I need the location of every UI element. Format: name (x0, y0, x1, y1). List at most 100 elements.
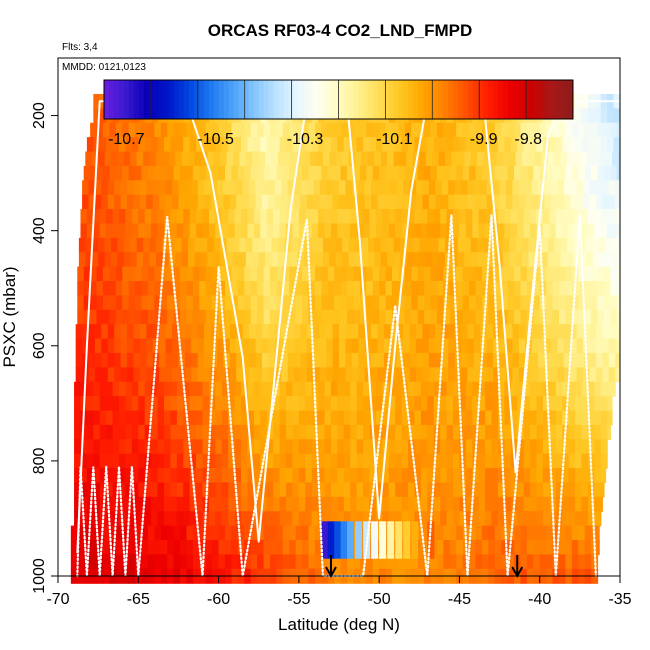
heat-cell (212, 540, 220, 556)
heat-cell (367, 252, 375, 268)
heat-cell (263, 554, 271, 570)
heat-cell (224, 122, 233, 138)
heat-cell (430, 554, 438, 570)
heat-cell (424, 266, 432, 282)
heat-cell (152, 180, 160, 196)
heat-cell (542, 496, 550, 512)
heat-cell (461, 180, 469, 196)
heat-cell (549, 137, 557, 153)
heat-cell (550, 352, 558, 368)
heat-cell (253, 209, 261, 225)
heat-cell (497, 137, 505, 153)
heat-cell (558, 295, 566, 311)
heat-cell (510, 424, 518, 440)
heat-cell (122, 540, 130, 556)
heat-cell (388, 410, 396, 426)
heat-cell (128, 525, 136, 541)
heat-cell (440, 482, 448, 498)
heat-cell (353, 281, 361, 297)
heat-cell (379, 165, 387, 181)
heat-cell (567, 151, 575, 167)
heat-cell (509, 151, 517, 167)
heat-cell (400, 151, 408, 167)
heat-cell (552, 540, 560, 556)
heat-cell (347, 295, 355, 311)
heat-cell (122, 281, 130, 297)
colorbar-segment (463, 80, 469, 119)
heat-cell (536, 410, 544, 426)
heat-cell (403, 180, 411, 196)
heat-cell (233, 237, 241, 253)
heat-cell (533, 554, 541, 570)
heat-cell (489, 252, 497, 268)
heat-cell (204, 324, 212, 340)
heat-cell (313, 367, 321, 383)
heat-cell (119, 496, 127, 512)
heat-cell (151, 511, 159, 527)
heat-cell (470, 252, 478, 268)
heat-cell (416, 180, 424, 196)
heat-cell (565, 525, 573, 541)
heat-cell (422, 180, 430, 196)
colorbar-segment (563, 80, 569, 119)
heat-cell (306, 180, 314, 196)
heat-cell (178, 180, 186, 196)
heat-cell (616, 309, 621, 325)
heat-cell (228, 396, 236, 412)
heat-cell (436, 525, 444, 541)
heat-cell (135, 122, 143, 138)
heat-cell (172, 367, 180, 383)
heat-cell (491, 511, 499, 527)
heat-cell (154, 281, 162, 297)
heat-cell (575, 424, 583, 440)
heat-cell (106, 439, 114, 455)
heat-cell (581, 223, 589, 239)
x-tick-label: -70 (46, 591, 69, 608)
heat-cell (247, 137, 255, 153)
heat-cell (465, 482, 473, 498)
heat-cell (311, 223, 319, 239)
heat-cell (160, 165, 168, 181)
heat-cell (600, 482, 605, 498)
heat-cell (483, 252, 491, 268)
heat-cell (302, 540, 310, 556)
heat-cell (196, 482, 204, 498)
heat-cell (250, 122, 258, 138)
heat-cell (589, 324, 597, 340)
heat-cell (605, 151, 613, 167)
heat-cell (269, 554, 277, 570)
heat-cell (258, 237, 266, 253)
heat-cell (274, 180, 282, 196)
colorbar-segment (373, 80, 379, 119)
heat-cell (332, 324, 340, 340)
heat-cell (224, 165, 233, 181)
heat-cell (131, 453, 139, 469)
heat-cell (191, 180, 199, 196)
heat-cell (159, 367, 167, 383)
heat-cell (363, 511, 371, 527)
heat-cell (131, 381, 139, 397)
heat-cell (120, 180, 128, 196)
heat-cell (261, 367, 269, 383)
heat-cell (207, 252, 215, 268)
heat-cell (335, 151, 343, 167)
heat-cell (465, 511, 473, 527)
heat-cell (102, 525, 110, 541)
heat-cell (144, 468, 152, 484)
heat-cell (197, 180, 205, 196)
heat-cell (252, 237, 260, 253)
heat-cell (568, 209, 576, 225)
heat-cell (186, 525, 194, 541)
heat-cell (170, 424, 178, 440)
heat-cell (255, 180, 263, 196)
heat-cell (176, 137, 184, 153)
heat-cell (520, 554, 528, 570)
heat-cell (462, 122, 470, 138)
heat-cell (231, 295, 239, 311)
heat-cell (115, 525, 123, 541)
heat-cell (409, 367, 417, 383)
heat-cell (377, 324, 385, 340)
colorbar-segment (553, 80, 559, 119)
heat-cell (255, 367, 263, 383)
heat-cell (294, 367, 302, 383)
